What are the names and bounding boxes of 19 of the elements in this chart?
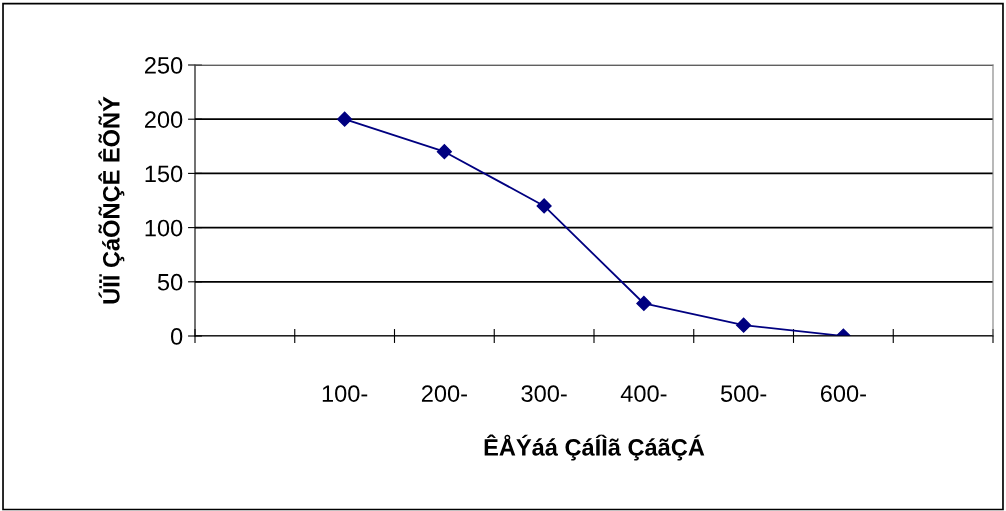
point <box>636 295 652 312</box>
x-tick-label: 500- <box>720 385 767 402</box>
point <box>536 198 552 214</box>
point <box>436 144 452 160</box>
y-tick-label: 0 <box>170 328 183 345</box>
x-tick-label: 400- <box>620 385 667 402</box>
y-tick-label: 200 <box>144 111 183 128</box>
x-tick-label: 600- <box>820 385 866 402</box>
point <box>736 317 752 333</box>
x-tick-label: 100- <box>322 385 368 402</box>
point <box>337 111 353 127</box>
y-tick-label: 50 <box>157 273 183 291</box>
y-tick-label: 250 <box>144 57 183 74</box>
y-tick-label: 150 <box>145 165 183 183</box>
x-axis-title: ÊÅÝáá ÇáÍÌã ÇáãÇÁ <box>484 434 705 461</box>
y-tick-label: 100 <box>145 219 183 237</box>
x-tick-label: 200- <box>421 385 467 402</box>
x-tick-label: 300- <box>521 385 567 402</box>
y-axis-title: ÚÏÏ ÇáÕÑÇÊ ÊÕÑÝ <box>98 96 125 304</box>
